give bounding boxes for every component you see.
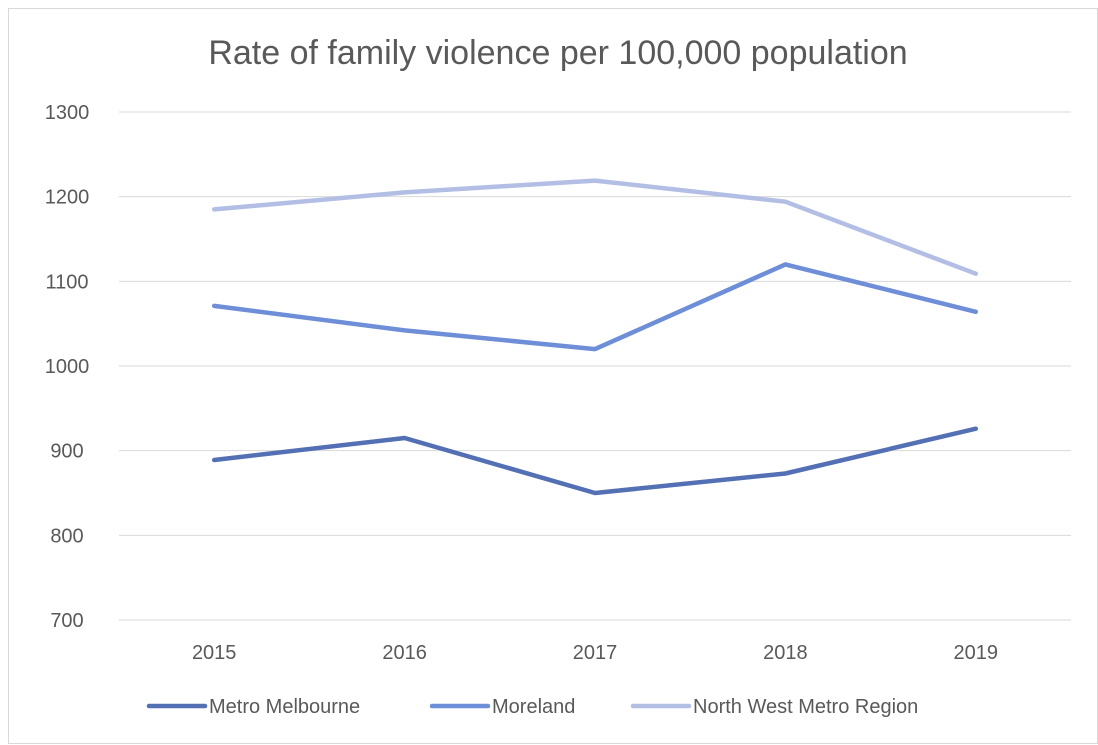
- y-tick-label: 1300: [45, 102, 90, 124]
- legend-label-moreland: Moreland: [492, 696, 575, 718]
- x-axis-tick-labels: 2015 2016 2017 2018 2019: [192, 642, 998, 664]
- legend-label-north-west-metro-region: North West Metro Region: [693, 696, 918, 718]
- series-lines: [211, 178, 979, 496]
- legend: Metro Melbourne Moreland North West Metro …: [146, 696, 918, 718]
- chart-title: Rate of family violence per 100,000 popu…: [208, 34, 907, 72]
- y-tick-label: 1100: [45, 271, 88, 293]
- x-tick-label: 2015: [192, 642, 237, 664]
- line-chart: Rate of family violence per 100,000 popu…: [45, 34, 1071, 718]
- y-tick-label: 700: [50, 610, 83, 632]
- x-tick-label: 2016: [382, 642, 427, 664]
- series-line-metro-melbourne: [211, 426, 979, 496]
- y-tick-label: 900: [50, 441, 83, 463]
- x-tick-label: 2018: [763, 642, 808, 664]
- legend-label-metro-melbourne: Metro Melbourne: [209, 696, 360, 718]
- chart-frame: Rate of family violence per 100,000 popu…: [8, 8, 1098, 744]
- series-line-north-west-metro-region: [211, 178, 979, 276]
- y-tick-label: 1200: [45, 187, 90, 209]
- y-tick-label: 800: [50, 525, 83, 547]
- gridlines: [119, 111, 1071, 621]
- y-axis-tick-labels: 700 800 900 1000 1100 1200 1300: [45, 102, 90, 632]
- series-line-moreland: [211, 262, 979, 352]
- x-tick-label: 2019: [954, 642, 999, 664]
- x-tick-label: 2017: [573, 642, 618, 664]
- y-tick-label: 1000: [45, 356, 90, 378]
